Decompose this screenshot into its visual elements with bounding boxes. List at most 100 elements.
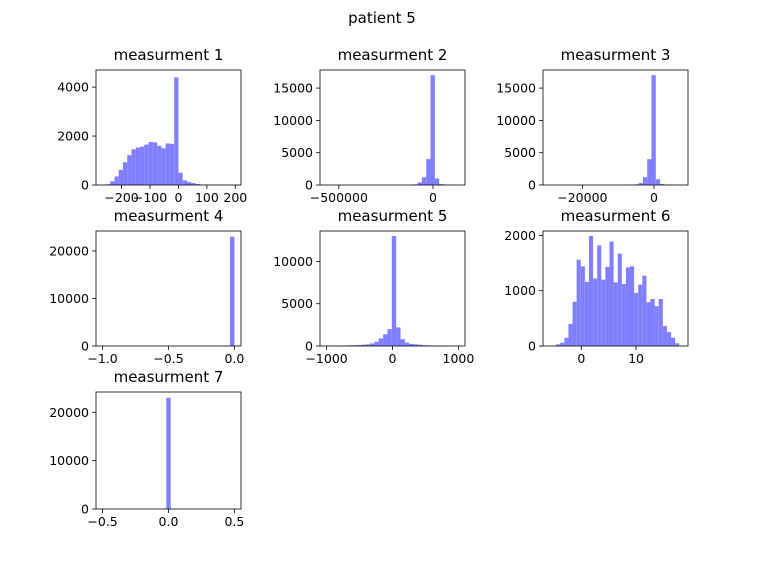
y-tick-label: 10000 [496, 113, 536, 128]
histogram-bar [601, 279, 606, 346]
histogram-bar [413, 344, 418, 346]
histogram-bar [675, 343, 680, 346]
histogram-bar [178, 172, 183, 185]
histogram-bar [174, 77, 179, 185]
y-tick-label: 5000 [281, 296, 313, 311]
histogram-bar [625, 267, 630, 346]
x-tick-label: −20000 [557, 190, 607, 205]
y-tick-label: 15000 [273, 81, 313, 96]
axes-frame [95, 69, 242, 186]
y-tick-label: 10000 [49, 291, 89, 306]
y-tick-label: 4000 [57, 80, 89, 95]
histogram-bar [417, 182, 422, 185]
x-tick-label: −200 [104, 190, 138, 205]
x-tick-label: 0 [429, 190, 437, 205]
histogram-bar [580, 266, 585, 346]
y-tick-label: 5000 [504, 145, 536, 160]
subplot-3: −20000 0 0 5000 10000 15000 measurment 3 [496, 46, 689, 205]
x-tick-label: 0 [174, 190, 182, 205]
x-tick-label: 0 [577, 351, 585, 366]
histogram-bar [169, 143, 175, 185]
histogram-bar [361, 344, 366, 346]
subplot-7: −0.5 0.0 0.5 0 10000 20000 measurment 7 [49, 368, 244, 529]
x-tick-label: −100 [133, 190, 167, 205]
histogram-bar [114, 176, 119, 185]
histogram-bar [131, 149, 136, 185]
y-tick-label: 0 [81, 339, 89, 354]
histogram-bar [434, 178, 440, 185]
histogram-bar [655, 179, 661, 185]
subplot-title: measurment 1 [114, 46, 224, 64]
histogram-bar [383, 334, 388, 346]
figure-title: patient 5 [348, 9, 416, 27]
subplot-title: measurment 6 [561, 207, 671, 225]
histogram-bar [572, 301, 577, 346]
histogram-bar [426, 159, 431, 185]
histogram-bar [391, 236, 397, 346]
y-tick-label: 0 [528, 178, 536, 193]
subplot-6: 0 10 0 1000 2000 measurment 6 [504, 207, 689, 366]
y-tick-label: 0 [305, 178, 313, 193]
x-tick-label: 0.0 [159, 514, 179, 529]
histogram-bar [593, 278, 598, 346]
histogram-bar [560, 342, 565, 346]
histogram-bar [666, 332, 672, 346]
subplot-title: measurment 2 [338, 46, 448, 64]
histogram-bar [357, 344, 362, 346]
histogram-bar [378, 338, 384, 346]
x-tick-label: −1000 [305, 351, 347, 366]
histogram-bar [630, 266, 635, 346]
y-tick-label: 2000 [57, 129, 89, 144]
y-tick-label: 20000 [49, 405, 89, 420]
histogram-bar [621, 284, 626, 346]
x-tick-label: 0.0 [224, 351, 244, 366]
axes-frame [542, 69, 689, 186]
y-tick-label: 5000 [281, 145, 313, 160]
histogram-bar [144, 144, 149, 185]
y-tick-label: 10000 [49, 453, 89, 468]
histogram-bar [396, 327, 401, 346]
y-tick-label: 1000 [504, 283, 536, 298]
histogram-bar [182, 180, 187, 185]
axes-frame [319, 69, 466, 186]
histogram-bar [195, 184, 200, 185]
histogram-bar [430, 75, 435, 185]
y-tick-label: 0 [305, 339, 313, 354]
axes-frame [95, 230, 242, 347]
histogram-bar [660, 184, 665, 185]
histogram-bar [634, 292, 639, 346]
y-tick-label: 0 [528, 339, 536, 354]
histogram-bar [365, 344, 371, 346]
histogram-bar [617, 253, 622, 346]
histogram-bar [588, 235, 594, 346]
histogram-bar [409, 343, 414, 346]
x-tick-label: −1.0 [87, 351, 117, 366]
histogram-bar [646, 302, 651, 346]
histogram-bar [191, 183, 196, 185]
x-tick-label: 100 [195, 190, 219, 205]
histogram-bar [564, 337, 569, 346]
histogram-bar [638, 183, 643, 185]
histogram-bar [422, 345, 427, 346]
histogram-bar [609, 241, 614, 346]
histogram-bar [651, 75, 656, 185]
histogram-bar [352, 345, 358, 346]
histogram-bar [110, 181, 115, 185]
histogram-bar [165, 143, 170, 185]
subplot-4: −1.0 −0.5 0.0 0 10000 20000 measurment 4 [49, 207, 244, 366]
y-tick-label: 10000 [273, 113, 313, 128]
histogram-bar [597, 245, 602, 347]
subplot-title: measurment 7 [114, 368, 224, 386]
histogram-bar [605, 266, 610, 346]
histogram-bar [638, 284, 643, 346]
histogram-bar [568, 323, 573, 346]
x-tick-label: −500000 [310, 190, 368, 205]
axes-frame [542, 230, 689, 347]
y-tick-label: 15000 [496, 81, 536, 96]
histogram-bar [123, 162, 128, 185]
